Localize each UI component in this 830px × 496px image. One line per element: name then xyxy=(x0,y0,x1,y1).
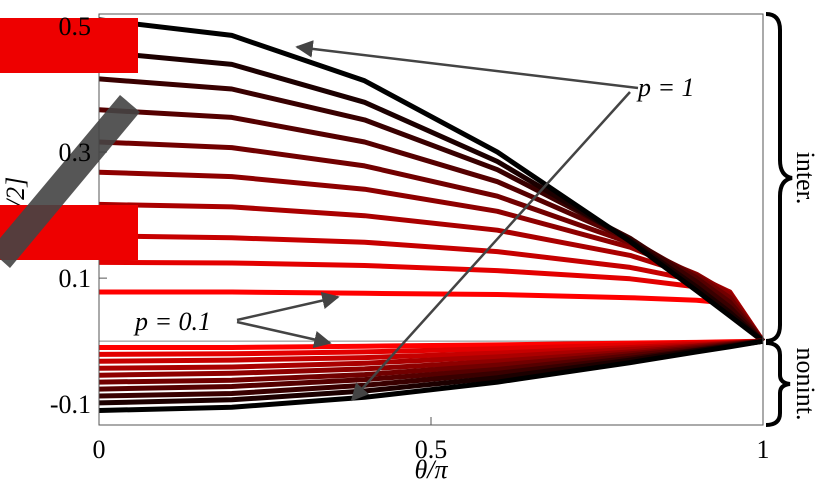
brace xyxy=(765,12,793,343)
line xyxy=(98,17,765,344)
line xyxy=(98,107,765,343)
line xyxy=(98,76,765,343)
y-tick-label: -0.1 xyxy=(50,390,91,419)
x-tick-label: 0 xyxy=(93,435,106,464)
plot-area xyxy=(98,17,766,425)
x-tick-label: 1 xyxy=(757,435,770,464)
line xyxy=(98,139,765,343)
y-tick-label: 0.5 xyxy=(59,12,92,41)
line xyxy=(98,338,764,413)
y-tick-label: 0.1 xyxy=(59,264,92,293)
x-axis-label: θ/π xyxy=(414,455,448,484)
x-tick-label: 0.5 xyxy=(415,435,448,464)
line xyxy=(98,169,766,343)
line xyxy=(98,49,765,344)
annotation: inter. xyxy=(791,152,820,205)
arrow xyxy=(236,320,332,349)
annotation: nonint. xyxy=(791,348,820,421)
arrow xyxy=(350,91,631,402)
arrow xyxy=(295,40,639,90)
y-tick-label: 0.3 xyxy=(59,138,92,167)
brace xyxy=(765,341,791,427)
arrow xyxy=(236,291,340,322)
annotation: p = 0.1 xyxy=(133,307,211,336)
redaction xyxy=(0,18,138,73)
annotation: p = 1 xyxy=(636,73,695,102)
redaction xyxy=(0,95,140,268)
